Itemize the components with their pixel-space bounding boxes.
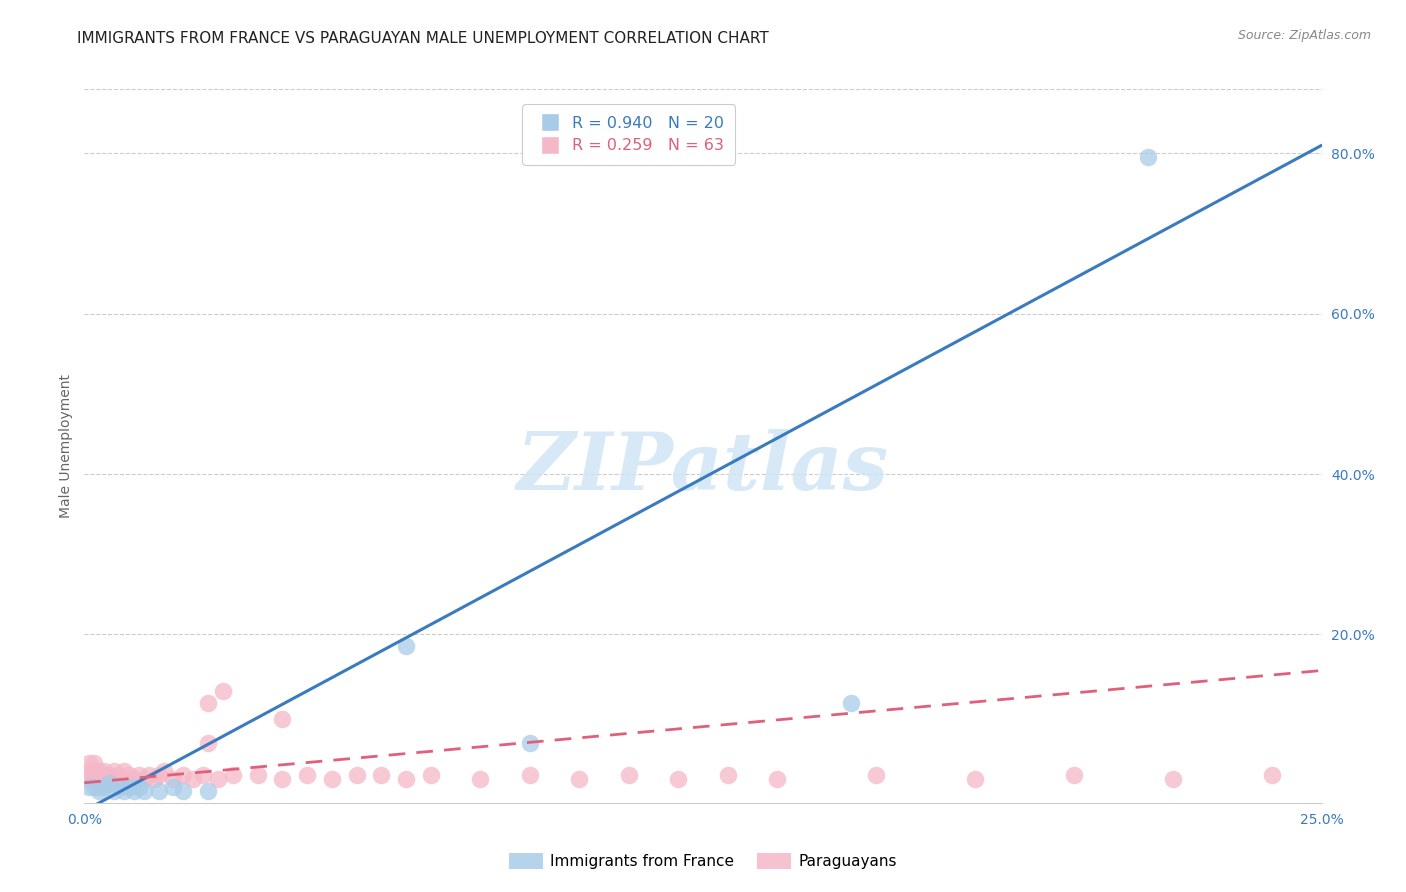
Point [112, 784, 135, 798]
Point [666, 772, 689, 786]
Point [90, 768, 112, 782]
Point [118, 780, 141, 794]
Point [197, 736, 219, 750]
Point [1137, 150, 1160, 164]
Point [86, 772, 108, 786]
Point [76, 772, 98, 786]
Point [89, 772, 111, 786]
Point [212, 683, 235, 698]
Point [132, 772, 155, 786]
Point [222, 768, 245, 782]
Point [841, 696, 863, 710]
Point [118, 768, 141, 782]
Point [1261, 768, 1284, 782]
Point [83, 780, 105, 794]
Point [108, 776, 131, 790]
Point [191, 768, 214, 782]
Point [79, 764, 101, 778]
Point [103, 764, 125, 778]
Point [83, 756, 105, 770]
Point [865, 768, 887, 782]
Point [112, 772, 135, 786]
Point [181, 772, 204, 786]
Point [98, 776, 121, 790]
Legend: Immigrants from France, Paraguayans: Immigrants from France, Paraguayans [503, 847, 903, 875]
Point [172, 768, 194, 782]
Point [122, 772, 145, 786]
Point [108, 768, 131, 782]
Point [93, 780, 115, 794]
Text: IMMIGRANTS FROM FRANCE VS PARAGUAYAN MALE UNEMPLOYMENT CORRELATION CHART: IMMIGRANTS FROM FRANCE VS PARAGUAYAN MAL… [77, 31, 769, 46]
Point [128, 780, 150, 794]
Point [519, 736, 541, 750]
Point [321, 772, 343, 786]
Point [96, 768, 118, 782]
Point [207, 772, 229, 786]
Point [79, 756, 101, 770]
Point [152, 764, 174, 778]
Point [103, 772, 125, 786]
Point [79, 780, 101, 794]
Text: ZIPatlas: ZIPatlas [517, 429, 889, 506]
Point [103, 784, 125, 798]
Point [93, 764, 115, 778]
Point [83, 772, 105, 786]
Point [122, 784, 145, 798]
Point [271, 772, 294, 786]
Point [717, 768, 740, 782]
Point [89, 784, 111, 798]
Legend: R = 0.940   N = 20, R = 0.259   N = 63: R = 0.940 N = 20, R = 0.259 N = 63 [523, 104, 735, 165]
Point [568, 772, 591, 786]
Text: Source: ZipAtlas.com: Source: ZipAtlas.com [1237, 29, 1371, 42]
Point [395, 772, 418, 786]
Point [346, 768, 368, 782]
Point [419, 768, 441, 782]
Point [197, 696, 219, 710]
Point [197, 784, 219, 798]
Y-axis label: Male Unemployment: Male Unemployment [59, 374, 73, 518]
Point [965, 772, 987, 786]
Point [246, 768, 269, 782]
Point [98, 776, 121, 790]
Point [162, 772, 184, 786]
Point [1063, 768, 1085, 782]
Point [118, 776, 141, 790]
Point [80, 768, 103, 782]
Point [271, 712, 294, 726]
Point [98, 768, 121, 782]
Point [1161, 772, 1184, 786]
Point [138, 768, 160, 782]
Point [89, 780, 111, 794]
Point [395, 640, 418, 654]
Point [128, 768, 150, 782]
Point [295, 768, 318, 782]
Point [112, 764, 135, 778]
Point [148, 768, 170, 782]
Point [108, 780, 131, 794]
Point [93, 772, 115, 786]
Point [519, 768, 541, 782]
Point [162, 780, 184, 794]
Point [172, 784, 194, 798]
Point [148, 784, 170, 798]
Point [617, 768, 640, 782]
Point [93, 776, 115, 790]
Point [89, 764, 111, 778]
Point [370, 768, 392, 782]
Point [132, 784, 155, 798]
Point [142, 772, 165, 786]
Point [470, 772, 492, 786]
Point [83, 764, 105, 778]
Point [766, 772, 789, 786]
